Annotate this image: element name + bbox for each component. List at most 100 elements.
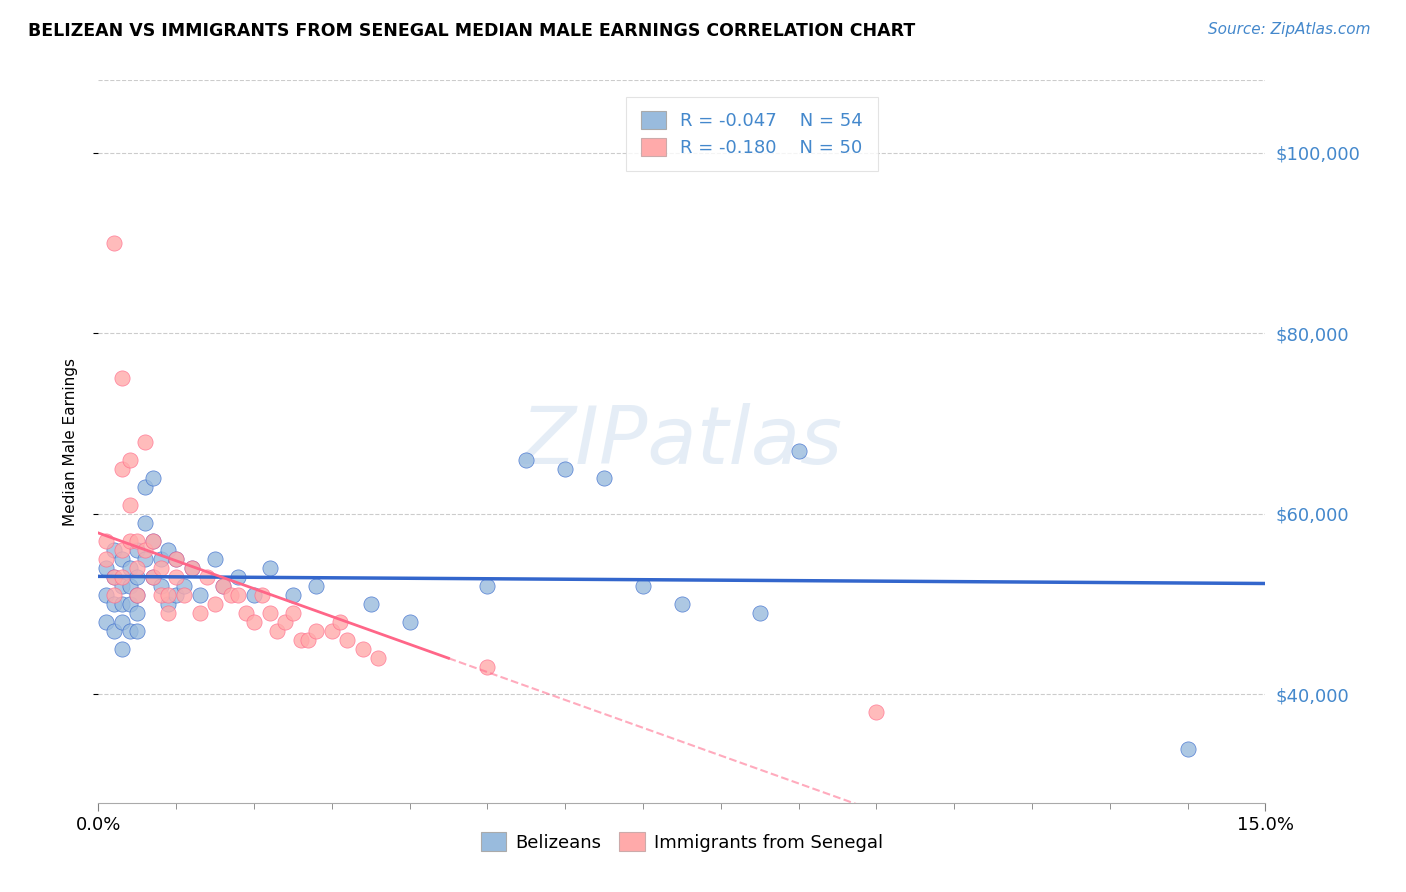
Point [103, 570, 125, 584]
Point [157, 588, 180, 602]
Point [149, 561, 172, 575]
Point [134, 480, 156, 494]
Point [157, 597, 180, 611]
Point [127, 561, 149, 575]
Point [281, 606, 304, 620]
Point [118, 498, 141, 512]
Point [554, 461, 576, 475]
Point [157, 606, 180, 620]
Point [336, 633, 359, 648]
Point [865, 706, 887, 720]
Point [103, 597, 125, 611]
Point [219, 588, 242, 602]
Point [228, 570, 250, 584]
Point [274, 615, 297, 630]
Point [111, 597, 134, 611]
Point [259, 561, 281, 575]
Point [188, 606, 211, 620]
Point [367, 651, 389, 665]
Point [142, 570, 165, 584]
Point [748, 606, 770, 620]
Point [127, 570, 149, 584]
Point [149, 552, 172, 566]
Legend: Belizeans, Immigrants from Senegal: Belizeans, Immigrants from Senegal [474, 825, 890, 859]
Point [111, 371, 134, 385]
Point [118, 533, 141, 548]
Point [477, 579, 499, 593]
Point [243, 588, 266, 602]
Point [515, 452, 537, 467]
Point [173, 579, 195, 593]
Text: ZIPatlas: ZIPatlas [520, 402, 844, 481]
Point [321, 624, 343, 639]
Point [142, 570, 165, 584]
Point [243, 615, 266, 630]
Point [96, 533, 118, 548]
Point [204, 597, 226, 611]
Point [111, 552, 134, 566]
Point [111, 642, 134, 657]
Point [103, 542, 125, 557]
Point [118, 579, 141, 593]
Point [593, 471, 616, 485]
Point [134, 552, 156, 566]
Point [111, 542, 134, 557]
Point [127, 533, 149, 548]
Point [477, 660, 499, 674]
Point [111, 570, 134, 584]
Point [173, 588, 195, 602]
Point [165, 570, 187, 584]
Point [180, 561, 202, 575]
Point [134, 516, 156, 530]
Point [305, 579, 328, 593]
Point [134, 542, 156, 557]
Point [165, 588, 187, 602]
Point [134, 434, 156, 449]
Point [103, 235, 125, 250]
Point [631, 579, 654, 593]
Point [188, 588, 211, 602]
Point [787, 443, 810, 458]
Point [118, 624, 141, 639]
Point [103, 570, 125, 584]
Point [297, 633, 319, 648]
Point [212, 579, 235, 593]
Point [290, 633, 312, 648]
Point [235, 606, 257, 620]
Point [149, 579, 172, 593]
Point [360, 597, 382, 611]
Point [352, 642, 374, 657]
Point [111, 461, 134, 475]
Point [127, 588, 149, 602]
Point [212, 579, 235, 593]
Point [142, 533, 165, 548]
Point [204, 552, 226, 566]
Point [103, 588, 125, 602]
Point [96, 615, 118, 630]
Point [281, 588, 304, 602]
Point [127, 542, 149, 557]
Point [118, 597, 141, 611]
Point [103, 624, 125, 639]
Y-axis label: Median Male Earnings: Median Male Earnings [63, 358, 77, 525]
Text: BELIZEAN VS IMMIGRANTS FROM SENEGAL MEDIAN MALE EARNINGS CORRELATION CHART: BELIZEAN VS IMMIGRANTS FROM SENEGAL MEDI… [28, 22, 915, 40]
Point [228, 588, 250, 602]
Point [96, 552, 118, 566]
Point [305, 624, 328, 639]
Point [118, 452, 141, 467]
Text: Source: ZipAtlas.com: Source: ZipAtlas.com [1208, 22, 1371, 37]
Point [165, 552, 187, 566]
Point [259, 606, 281, 620]
Point [1177, 741, 1199, 756]
Point [111, 615, 134, 630]
Point [127, 624, 149, 639]
Point [195, 570, 218, 584]
Point [142, 471, 165, 485]
Point [671, 597, 693, 611]
Point [180, 561, 202, 575]
Point [127, 588, 149, 602]
Point [127, 606, 149, 620]
Point [149, 588, 172, 602]
Point [96, 561, 118, 575]
Point [96, 588, 118, 602]
